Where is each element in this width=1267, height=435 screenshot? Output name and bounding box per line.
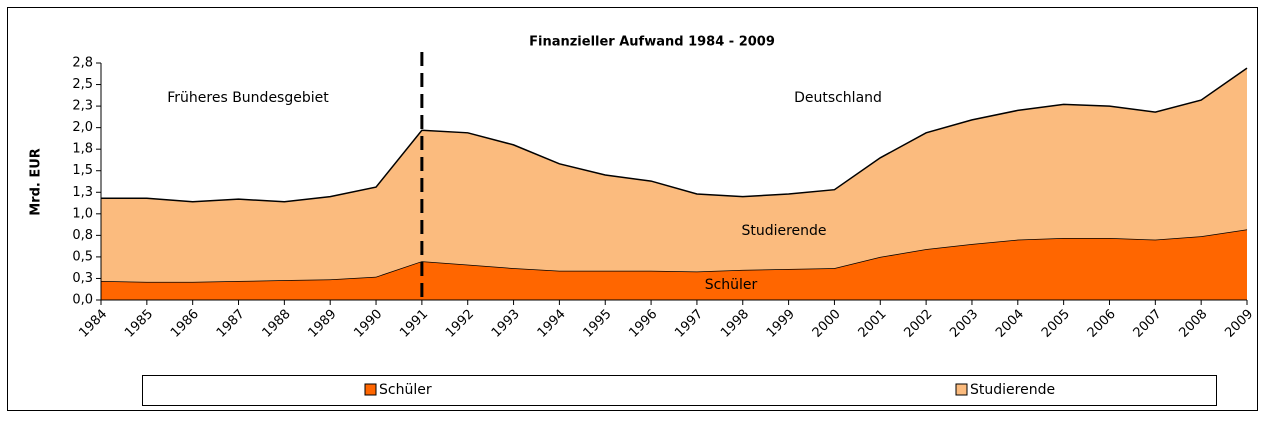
legend: [142, 375, 1217, 406]
y-tick-label: 1,0: [72, 206, 93, 221]
annotation: Früheres Bundesgebiet: [167, 90, 329, 106]
annotation: Deutschland: [794, 90, 882, 106]
y-tick-label: 1,8: [72, 142, 93, 157]
chart-title: Finanzieller Aufwand 1984 - 2009: [529, 35, 775, 50]
annotation: Studierende: [741, 223, 826, 239]
y-tick-label: 2,3: [72, 99, 93, 114]
y-tick-label: 2,8: [72, 56, 93, 71]
legend-swatch: [364, 383, 377, 396]
y-tick-label: 0,8: [72, 228, 93, 243]
y-axis-label: Mrd. EUR: [29, 148, 44, 216]
y-tick-label: 1,3: [72, 185, 93, 200]
area-edge: [101, 67, 1248, 203]
legend-label: Schüler: [379, 382, 432, 398]
y-tick-label: 0,3: [72, 271, 93, 286]
legend-label: Studierende: [970, 382, 1055, 398]
legend-swatch: [955, 383, 968, 396]
area: [101, 68, 1247, 282]
y-tick-label: 2,0: [72, 120, 93, 135]
y-tick-label: 2,5: [72, 77, 93, 92]
y-tick-label: 0,0: [72, 293, 93, 308]
y-tick-label: 1,5: [72, 163, 93, 178]
area: [101, 229, 1247, 300]
annotation: Schüler: [705, 277, 758, 293]
y-tick-label: 0,5: [72, 249, 93, 264]
